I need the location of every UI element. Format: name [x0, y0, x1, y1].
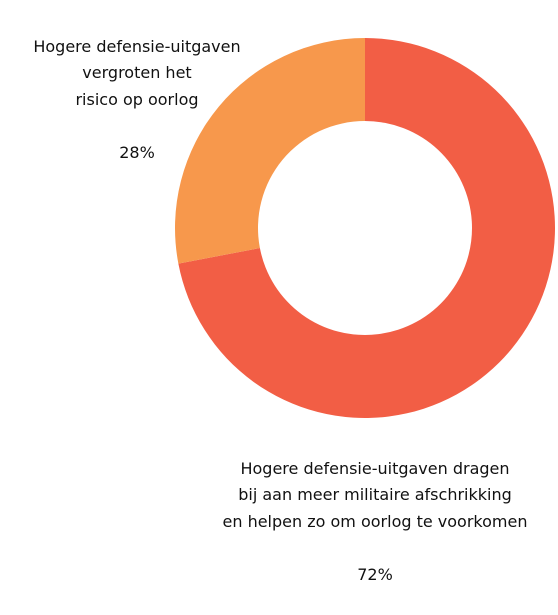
slice-label: Hogere defensie-uitgaven dragen bij aan … — [185, 429, 558, 615]
category-label: Hogere defensie-uitgaven vergroten het r… — [33, 36, 241, 109]
page: {"chart_data": {"type": "donut", "catego… — [0, 7, 555, 584]
category-label: Hogere defensie-uitgaven dragen bij aan … — [222, 458, 528, 531]
slice — [178, 38, 555, 419]
slice-label: Hogere defensie-uitgaven vergroten het r… — [0, 7, 274, 193]
value-label: 72% — [357, 564, 393, 584]
value-label: 28% — [119, 142, 155, 162]
chart — [174, 38, 555, 419]
slice — [174, 38, 365, 264]
